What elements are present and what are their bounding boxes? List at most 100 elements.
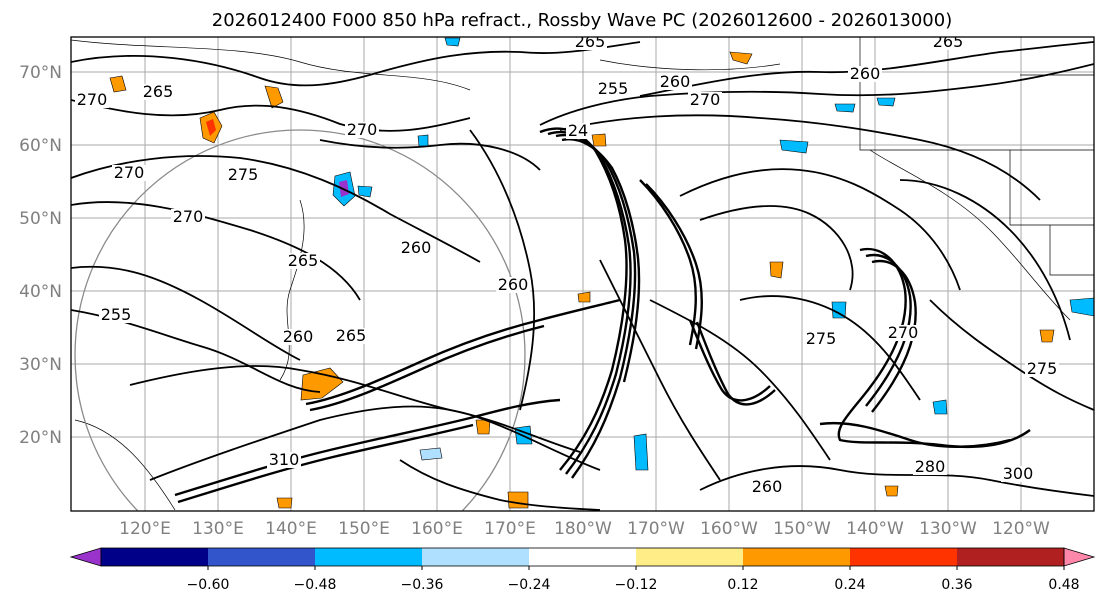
jet-contour bbox=[174, 398, 561, 497]
contour-label: 310 bbox=[269, 450, 300, 469]
jet-contour bbox=[639, 179, 697, 346]
anomaly-blob bbox=[357, 185, 373, 198]
contour-label-halo bbox=[345, 122, 379, 138]
contour-label: 270 bbox=[690, 90, 721, 109]
contour-label-halo bbox=[848, 66, 882, 82]
anomaly-blob bbox=[884, 485, 899, 497]
contour-label: 255 bbox=[101, 305, 132, 324]
anomaly-blob bbox=[834, 103, 856, 113]
lon-tick-label: 180°W bbox=[554, 519, 612, 539]
anomaly-blob bbox=[577, 291, 591, 303]
contour-label-halo bbox=[688, 92, 722, 108]
anomaly-blob bbox=[1069, 297, 1094, 317]
contour bbox=[699, 465, 1094, 497]
anomaly-blob bbox=[1039, 329, 1055, 343]
colorbar-tick-label: −0.48 bbox=[294, 577, 337, 593]
contour-label: 300 bbox=[1003, 464, 1034, 483]
colorbar-tick-label: −0.12 bbox=[615, 577, 658, 593]
coastline bbox=[869, 149, 1071, 321]
contour-label: 270 bbox=[77, 90, 108, 109]
anomaly-blob bbox=[729, 51, 753, 65]
colorbar-tick-label: 0.36 bbox=[941, 577, 972, 593]
coastline bbox=[74, 419, 176, 511]
jet-contour bbox=[561, 138, 641, 383]
contour-label-halo bbox=[913, 459, 947, 475]
contour-label-halo bbox=[886, 325, 920, 341]
contour-label: 265 bbox=[575, 32, 606, 51]
anomaly-blob bbox=[417, 134, 429, 147]
contour bbox=[559, 114, 1041, 201]
anomaly-blob bbox=[831, 301, 847, 319]
contour bbox=[929, 299, 1094, 411]
anomaly-blob bbox=[507, 491, 529, 509]
anomaly-blob bbox=[876, 97, 896, 107]
lon-tick-label: 170°W bbox=[627, 519, 685, 539]
contour-label-halo bbox=[658, 74, 692, 90]
coastline bbox=[71, 39, 471, 91]
lon-tick-label: 160°E bbox=[411, 519, 463, 539]
lon-tick-label: 160°W bbox=[700, 519, 758, 539]
contour-label: 275 bbox=[1027, 359, 1058, 378]
anomaly-blob bbox=[633, 433, 649, 471]
colorbar-extend-low bbox=[69, 547, 102, 567]
contour-label-halo bbox=[141, 84, 175, 100]
colorbar-tick-label: −0.60 bbox=[187, 577, 230, 593]
contour-label-halo bbox=[171, 209, 205, 225]
contour-label-halo bbox=[267, 452, 301, 468]
contour-label-halo bbox=[496, 277, 530, 293]
contour-label: 265 bbox=[143, 82, 174, 101]
colorbar-tick-label: 0.24 bbox=[834, 577, 865, 593]
contour-label: 280 bbox=[915, 457, 946, 476]
shaded-anomaly-blobs bbox=[109, 37, 1094, 509]
jet-contour bbox=[865, 253, 912, 407]
contour-label-halo bbox=[1025, 361, 1059, 377]
colorbar-segment bbox=[315, 548, 423, 566]
contour-label: 260 bbox=[498, 275, 529, 294]
contour-label-halo bbox=[804, 331, 838, 347]
contour bbox=[319, 139, 541, 171]
contour-label: 275 bbox=[806, 329, 837, 348]
jet-contour bbox=[645, 183, 703, 350]
anomaly-blob bbox=[206, 119, 216, 136]
contour-label: 265 bbox=[288, 251, 319, 270]
anomaly-blob bbox=[444, 37, 461, 47]
anomaly-blob bbox=[769, 261, 784, 279]
contour bbox=[599, 259, 721, 481]
map-frame bbox=[70, 36, 1095, 512]
colorbar: −0.60 −0.48 −0.36 −0.24 −0.12 0.12 0.24 0.36 0.4… bbox=[69, 547, 1096, 593]
contour-label-halo bbox=[399, 240, 433, 256]
colorbar-segment bbox=[208, 548, 316, 566]
contour-label: 260 bbox=[850, 64, 881, 83]
jet-contour-bundles bbox=[174, 127, 1031, 504]
contour-label: 260 bbox=[401, 238, 432, 257]
contour bbox=[649, 299, 831, 461]
coastline bbox=[599, 59, 781, 71]
projection-ring bbox=[74, 129, 526, 511]
contour-label: 270 bbox=[888, 323, 919, 342]
contour bbox=[71, 99, 471, 132]
lat-tick-label: 40°N bbox=[19, 282, 62, 302]
contour-label: 255 bbox=[598, 79, 629, 98]
colorbar-segment bbox=[529, 548, 637, 566]
colorbar-segment bbox=[101, 548, 209, 566]
colorbar-segment bbox=[636, 548, 744, 566]
jet-contour bbox=[309, 324, 545, 412]
contour-label-halo bbox=[566, 123, 590, 139]
latitude-tick-labels: 70°N 60°N 50°N 40°N 30°N 20°N bbox=[19, 63, 62, 448]
anomaly-blob bbox=[419, 447, 443, 461]
lon-tick-label: 140°E bbox=[265, 519, 317, 539]
jet-contour bbox=[688, 319, 771, 402]
jet-contour bbox=[871, 259, 917, 413]
colorbar-tick-label: −0.36 bbox=[401, 577, 444, 593]
contour bbox=[399, 459, 601, 511]
lat-lon-gridlines bbox=[71, 37, 1094, 511]
contour bbox=[149, 405, 601, 481]
anomaly-blob bbox=[475, 419, 491, 435]
contour-label: 24 bbox=[568, 121, 588, 140]
coastline bbox=[1049, 225, 1094, 276]
lat-tick-label: 20°N bbox=[19, 428, 62, 448]
contour-label: 260 bbox=[752, 477, 783, 496]
contour-label: 270 bbox=[114, 163, 145, 182]
contour-label: 260 bbox=[660, 72, 691, 91]
